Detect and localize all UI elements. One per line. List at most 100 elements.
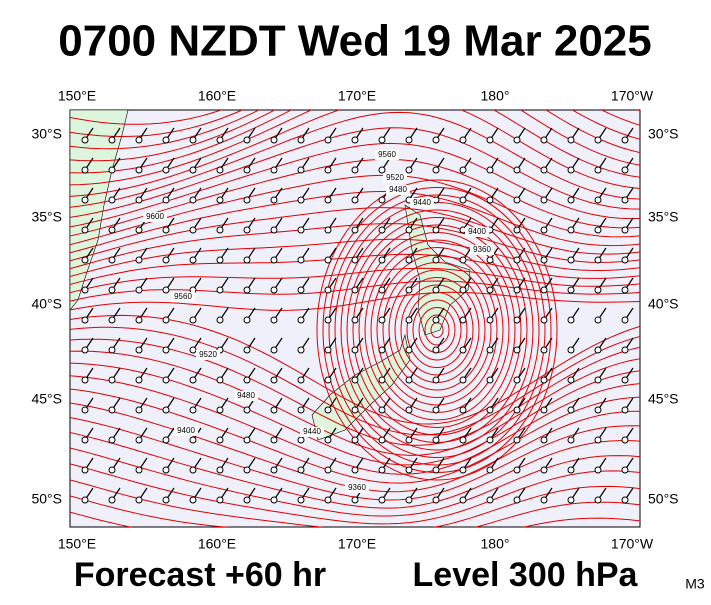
- station: [486, 466, 494, 474]
- station: [486, 376, 494, 384]
- station: [135, 166, 143, 174]
- station: [594, 196, 602, 204]
- station: [243, 256, 251, 264]
- station: [189, 136, 197, 144]
- station: [243, 406, 251, 414]
- station: [567, 196, 575, 204]
- station: [432, 406, 440, 414]
- station: [567, 406, 575, 414]
- station: [270, 376, 278, 384]
- station: [297, 286, 305, 294]
- lat-label-left: 30°S: [31, 126, 62, 142]
- station: [189, 196, 197, 204]
- station: [432, 136, 440, 144]
- station: [594, 286, 602, 294]
- station: [378, 136, 386, 144]
- station: [378, 316, 386, 324]
- station: [432, 286, 440, 294]
- station: [216, 466, 224, 474]
- station: [270, 406, 278, 414]
- station: [405, 256, 413, 264]
- station: [324, 376, 332, 384]
- station: [189, 436, 197, 444]
- station: [432, 226, 440, 234]
- contour-label: 9360: [348, 483, 366, 492]
- station: [405, 226, 413, 234]
- station: [270, 496, 278, 504]
- station: [378, 226, 386, 234]
- station: [621, 226, 629, 234]
- station: [324, 286, 332, 294]
- contour: [70, 350, 640, 456]
- station: [189, 166, 197, 174]
- contour-label-box: [410, 198, 434, 208]
- station: [135, 496, 143, 504]
- map-layer: 9560 9520 9480 9440 9400 9360 9600 9560 9520 9480…: [70, 110, 640, 527]
- station: [513, 346, 521, 354]
- station: [243, 316, 251, 324]
- station: [108, 406, 116, 414]
- station: [540, 136, 548, 144]
- station: [162, 256, 170, 264]
- contour: [352, 224, 522, 436]
- station: [621, 256, 629, 264]
- lat-label-left: 40°S: [31, 296, 62, 312]
- station: [162, 376, 170, 384]
- station: [297, 376, 305, 384]
- station: [432, 496, 440, 504]
- station: [351, 466, 359, 474]
- station: [405, 166, 413, 174]
- station: [297, 436, 305, 444]
- lat-label-right: 40°S: [648, 296, 679, 312]
- contour: [70, 495, 640, 527]
- station: [459, 316, 467, 324]
- lat-label-right: 30°S: [648, 126, 679, 142]
- station: [432, 316, 440, 324]
- contour-label-box: [465, 227, 489, 237]
- station: [270, 466, 278, 474]
- station: [621, 496, 629, 504]
- station: [513, 316, 521, 324]
- station: [378, 406, 386, 414]
- station: [351, 286, 359, 294]
- station: [135, 346, 143, 354]
- contour-label-box: [143, 212, 167, 222]
- station: [162, 346, 170, 354]
- station: [81, 406, 89, 414]
- station: [216, 436, 224, 444]
- station: [324, 406, 332, 414]
- station: [297, 496, 305, 504]
- contour-label-box: [234, 391, 258, 401]
- contour: [70, 110, 640, 125]
- station: [81, 226, 89, 234]
- station: [594, 256, 602, 264]
- contour-label: 9440: [413, 198, 431, 207]
- station: [297, 346, 305, 354]
- station: [486, 196, 494, 204]
- station: [378, 436, 386, 444]
- station: [297, 256, 305, 264]
- contour: [70, 207, 640, 262]
- station: [567, 316, 575, 324]
- contour: [70, 291, 640, 311]
- station: [486, 286, 494, 294]
- station: [81, 136, 89, 144]
- lon-label-top: 160°E: [198, 88, 236, 104]
- station: [108, 286, 116, 294]
- station: [216, 406, 224, 414]
- station: [432, 256, 440, 264]
- station: [486, 346, 494, 354]
- contour-label: 9400: [468, 227, 486, 236]
- lon-label-top: 170°W: [611, 88, 654, 104]
- level: Level 300 hPa: [413, 556, 639, 594]
- station: [324, 226, 332, 234]
- station: [378, 166, 386, 174]
- station: [594, 436, 602, 444]
- station: [540, 466, 548, 474]
- station: [459, 196, 467, 204]
- lon-label-top: 170°E: [338, 88, 376, 104]
- station: [513, 166, 521, 174]
- station: [567, 376, 575, 384]
- contour-label-box: [386, 185, 410, 195]
- station: [432, 436, 440, 444]
